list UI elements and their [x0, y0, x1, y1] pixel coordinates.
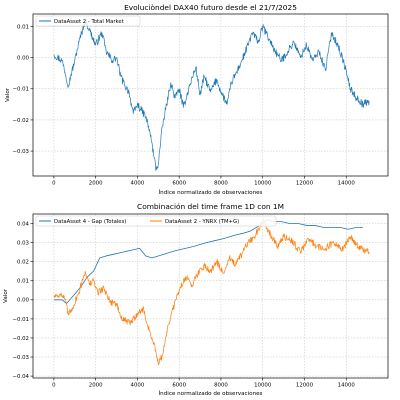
- chart-top-xtick-label-7: 14000: [338, 181, 356, 187]
- chart-bottom-frame: [32, 213, 389, 379]
- chart-bottom-xtick-label-2: 4000: [131, 383, 145, 389]
- chart-bottom-xlabel: Índice normalizado de observaciones: [159, 390, 263, 397]
- chart-top-title: Evoluciòndel DAX40 futuro desde el 21/7/…: [124, 3, 297, 12]
- chart-top-ytick-label-0: 0.01: [17, 24, 29, 30]
- chart-bottom-legend: DataAsset 4 - Gap (Totales) DataAsset 2 …: [35, 215, 277, 227]
- chart-bottom-ytick-label-2: 0.02: [17, 260, 29, 266]
- chart-bottom-xtick-label-1: 2000: [89, 383, 103, 389]
- chart-top-plot: [53, 18, 370, 171]
- chart-bottom-legend-label-0: DataAsset 4 - Gap (Totales): [54, 219, 126, 225]
- chart-bottom-ytick-label-6: −0.02: [12, 336, 29, 342]
- chart-bottom-xtick-label-0: 0: [52, 383, 56, 389]
- chart-bottom-xtick-label-6: 12000: [296, 383, 314, 389]
- chart-bottom-ytick-label-8: −0.04: [12, 374, 29, 380]
- chart-bottom-ytick-label-5: −0.01: [12, 317, 29, 323]
- chart-bottom-grid: [33, 214, 388, 378]
- chart-top-ytick-label-4: −0.03: [12, 149, 29, 155]
- chart-top-ytick-label-1: 0.00: [17, 56, 30, 62]
- chart-bottom-legend-label-1: DataAsset 2 - YNRX (TM+G): [165, 219, 239, 225]
- chart-bottom-xtick-label-4: 8000: [214, 383, 228, 389]
- chart-bottom-xtick-label-5: 10000: [254, 383, 272, 389]
- chart-bottom-title: Combinación del time frame 1D con 1M: [137, 202, 284, 211]
- chart-bottom-ytick-label-0: 0.04: [17, 221, 30, 227]
- chart-top-ytick-label-3: −0.02: [12, 118, 29, 124]
- chart-top-xtick-label-3: 6000: [172, 181, 186, 187]
- chart-top-xlabel: Índice normalizado de observaciones: [159, 189, 263, 196]
- chart-top-ylabel: Valor: [5, 87, 11, 102]
- chart-top-xtick-label-5: 10000: [254, 181, 272, 187]
- chart-top-series-0-line: [53, 18, 370, 171]
- chart-bottom-ytick-label-1: 0.03: [17, 241, 29, 247]
- chart-bottom-ytick-label-4: 0.00: [17, 298, 30, 304]
- chart-bottom-plot: [53, 217, 370, 365]
- chart-bottom-ylabel: Valor: [3, 288, 9, 303]
- chart-top-xticks: 0 2000 4000 6000 8000 10000 12000 14000: [52, 176, 355, 187]
- chart-top-ytick-label-2: −0.01: [12, 87, 29, 93]
- chart-bottom-yticks: 0.04 0.03 0.02 0.01 0.00 −0.01 −0.02 −0.03 −0.04: [12, 221, 33, 380]
- chart-top-xtick-label-2: 4000: [131, 181, 145, 187]
- chart-bottom-ytick-label-3: 0.01: [17, 279, 29, 285]
- chart-top-xtick-label-1: 2000: [89, 181, 103, 187]
- chart-top-yticks: 0.01 0.00 −0.01 −0.02 −0.03: [12, 24, 33, 155]
- chart-top-xtick-label-0: 0: [52, 181, 56, 187]
- chart-top-xtick-label-6: 12000: [296, 181, 314, 187]
- chart-top-grid: [33, 14, 388, 176]
- chart-bottom: Combinación del time frame 1D con 1M 0 20…: [3, 202, 389, 397]
- chart-bottom-xtick-label-7: 14000: [338, 383, 356, 389]
- chart-bottom-series-1-line: [53, 217, 370, 365]
- chart-top-legend-label: DataAsset 2 - Total Market: [54, 19, 124, 25]
- chart-bottom-xticks: 0 2000 4000 6000 8000 10000 12000 14000: [52, 378, 355, 389]
- chart-top-xtick-label-4: 8000: [214, 181, 228, 187]
- chart-top: Evoluciòndel DAX40 futuro desde el 21/7/…: [5, 3, 389, 196]
- chart-top-legend: DataAsset 2 - Total Market: [35, 15, 141, 27]
- chart-top-frame: [32, 13, 389, 177]
- chart-bottom-xtick-label-3: 6000: [172, 383, 186, 389]
- chart-bottom-series-0-line: [53, 219, 363, 305]
- chart-bottom-ytick-label-7: −0.03: [12, 355, 29, 361]
- chart-top-legend-box: [35, 15, 141, 27]
